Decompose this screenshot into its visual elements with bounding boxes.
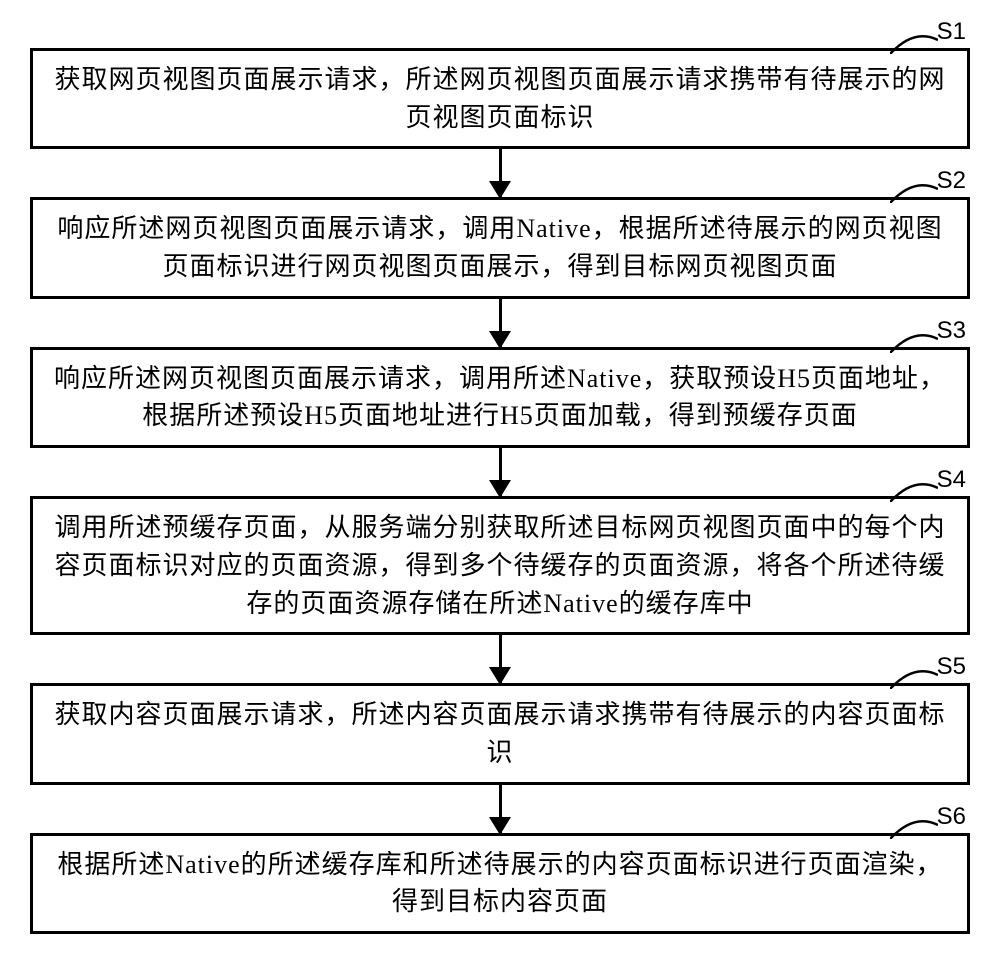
step-s1: S1 获取网页视图页面展示请求，所述网页视图页面展示请求携带有待展示的网页视图页… xyxy=(30,48,970,149)
step-box-s4: 调用所述预缓存页面，从服务端分别获取所述目标网页视图页面中的每个内容页面标识对应… xyxy=(30,496,970,635)
step-box-s1: 获取网页视图页面展示请求，所述网页视图页面展示请求携带有待展示的网页视图页面标识 xyxy=(30,48,970,149)
step-box-s5: 获取内容页面展示请求，所述内容页面展示请求携带有待展示的内容页面标识 xyxy=(30,683,970,784)
step-s4: S4 调用所述预缓存页面，从服务端分别获取所述目标网页视图页面中的每个内容页面标… xyxy=(30,496,970,635)
leader-line-s2 xyxy=(890,183,938,203)
arrow-s4-s5 xyxy=(499,635,502,683)
step-label-s2: S2 xyxy=(937,167,966,195)
arrow-s3-s4 xyxy=(499,448,502,496)
step-box-s3: 响应所述网页视图页面展示请求，调用所述Native，获取预设H5页面地址，根据所… xyxy=(30,347,970,448)
step-box-s6: 根据所述Native的所述缓存库和所述待展示的内容页面标识进行页面渲染，得到目标… xyxy=(30,833,970,934)
step-box-s2: 响应所述网页视图页面展示请求，调用Native，根据所述待展示的网页视图页面标识… xyxy=(30,197,970,298)
step-label-s6: S6 xyxy=(937,803,966,831)
step-label-s3: S3 xyxy=(937,317,966,345)
leader-line-s3 xyxy=(890,333,938,353)
leader-line-s4 xyxy=(890,482,938,502)
arrow-s5-s6 xyxy=(499,785,502,833)
arrow-s2-s3 xyxy=(499,299,502,347)
step-label-s4: S4 xyxy=(937,466,966,494)
step-label-s5: S5 xyxy=(937,653,966,681)
step-s2: S2 响应所述网页视图页面展示请求，调用Native，根据所述待展示的网页视图页… xyxy=(30,197,970,298)
leader-line-s5 xyxy=(890,669,938,689)
leader-line-s6 xyxy=(890,819,938,839)
leader-line-s1 xyxy=(890,34,938,54)
step-s3: S3 响应所述网页视图页面展示请求，调用所述Native，获取预设H5页面地址，… xyxy=(30,347,970,448)
step-s5: S5 获取内容页面展示请求，所述内容页面展示请求携带有待展示的内容页面标识 xyxy=(30,683,970,784)
step-label-s1: S1 xyxy=(937,18,966,46)
arrow-s1-s2 xyxy=(499,149,502,197)
flowchart-container: S1 获取网页视图页面展示请求，所述网页视图页面展示请求携带有待展示的网页视图页… xyxy=(30,48,970,934)
step-s6: S6 根据所述Native的所述缓存库和所述待展示的内容页面标识进行页面渲染，得… xyxy=(30,833,970,934)
